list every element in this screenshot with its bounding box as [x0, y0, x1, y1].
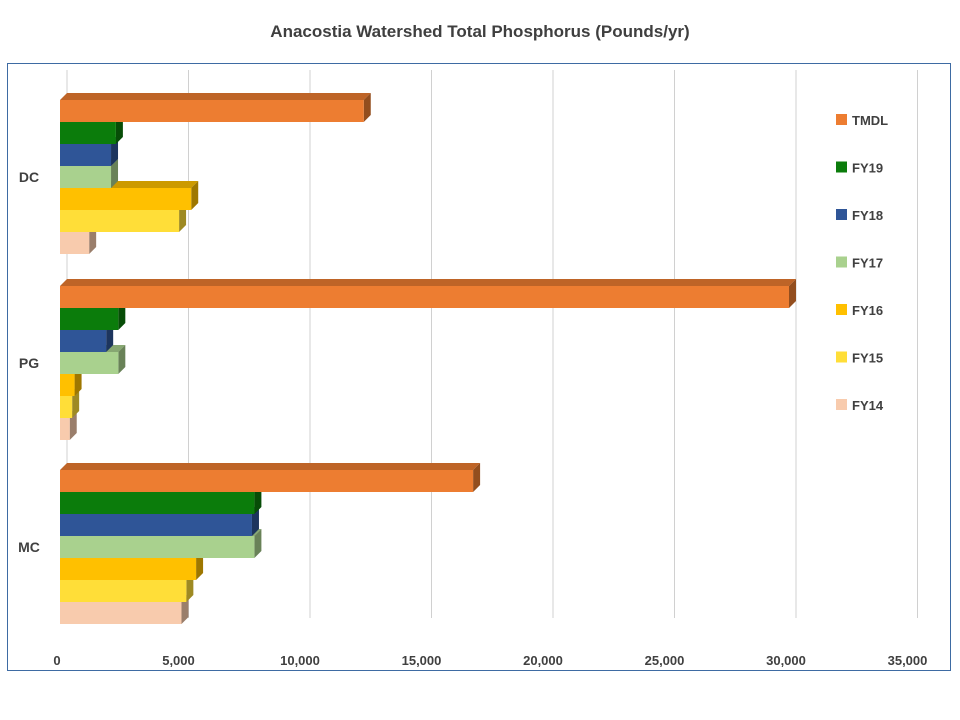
- bar-side-face: [473, 463, 481, 492]
- x-tick-label: 25,000: [645, 653, 685, 668]
- bar-side-face: [69, 411, 77, 440]
- bar-fy15-mc: [60, 580, 187, 602]
- bar-side-face: [115, 115, 123, 144]
- x-tick-label: 20,000: [523, 653, 563, 668]
- x-tick-label: 0: [53, 653, 60, 668]
- legend-label: FY18: [852, 208, 883, 223]
- bar-fy19-dc: [60, 122, 116, 144]
- bar-fy14-pg: [60, 418, 70, 440]
- bar-fy17-dc: [60, 166, 112, 188]
- legend-label: FY17: [852, 256, 883, 271]
- legend-label: FY15: [852, 351, 883, 366]
- bar-fy18-pg: [60, 330, 107, 352]
- bar-top-face: [60, 93, 371, 100]
- bar-side-face: [191, 181, 199, 210]
- bar-fy16-pg: [60, 374, 75, 396]
- x-tick-label: 10,000: [280, 653, 320, 668]
- x-tick-label: 15,000: [402, 653, 442, 668]
- legend-swatch: [836, 351, 847, 363]
- bar-fy17-pg: [60, 352, 119, 374]
- bar-fy15-dc: [60, 210, 180, 232]
- bar-side-face: [251, 507, 259, 536]
- bar-fy14-dc: [60, 232, 90, 254]
- bar-fy19-mc: [60, 492, 255, 514]
- bar-fy14-mc: [60, 602, 182, 624]
- bar-fy17-mc: [60, 536, 255, 558]
- bar-side-face: [111, 137, 119, 166]
- bar-top-face: [60, 463, 481, 470]
- bar-side-face: [118, 345, 126, 374]
- category-label: DC: [19, 169, 39, 185]
- bar-side-face: [111, 159, 119, 188]
- legend-label: FY14: [852, 398, 884, 413]
- category-label: MC: [18, 539, 40, 555]
- legend-swatch: [836, 399, 847, 410]
- bar-fy16-dc: [60, 188, 192, 210]
- bar-fy18-dc: [60, 144, 112, 166]
- legend-swatch: [836, 304, 847, 315]
- bar-side-face: [118, 301, 126, 330]
- legend-label: FY19: [852, 161, 883, 176]
- bar-side-face: [89, 225, 97, 254]
- x-tick-label: 30,000: [766, 653, 806, 668]
- bar-fy19-pg: [60, 308, 119, 330]
- chart-title: Anacostia Watershed Total Phosphorus (Po…: [270, 22, 690, 41]
- bar-tmdl-pg: [60, 286, 789, 308]
- bar-side-face: [363, 93, 371, 122]
- bar-side-face: [74, 367, 82, 396]
- bar-side-face: [106, 323, 114, 352]
- bar-side-face: [181, 595, 189, 624]
- bar-side-face: [196, 551, 204, 580]
- bar-side-face: [72, 389, 80, 418]
- category-label: PG: [19, 355, 39, 371]
- chart-frame: [7, 63, 951, 671]
- legend-label: TMDL: [852, 113, 888, 128]
- bar-side-face: [254, 529, 262, 558]
- legend-label: FY16: [852, 303, 883, 318]
- bar-tmdl-dc: [60, 100, 364, 122]
- bar-side-face: [254, 485, 262, 514]
- bar-side-face: [186, 573, 194, 602]
- legend-swatch: [836, 161, 847, 173]
- bar-fy16-mc: [60, 558, 197, 580]
- x-tick-label: 5,000: [162, 653, 195, 668]
- bar-side-face: [789, 279, 796, 308]
- bar-fy18-mc: [60, 514, 252, 536]
- legend-swatch: [836, 256, 847, 268]
- legend-swatch: [836, 114, 847, 125]
- bar-side-face: [179, 203, 187, 232]
- x-tick-label: 35,000: [888, 653, 928, 668]
- legend-swatch: [836, 209, 847, 220]
- bar-tmdl-mc: [60, 470, 474, 492]
- bar-fy15-pg: [60, 396, 73, 418]
- bar-top-face: [60, 279, 796, 286]
